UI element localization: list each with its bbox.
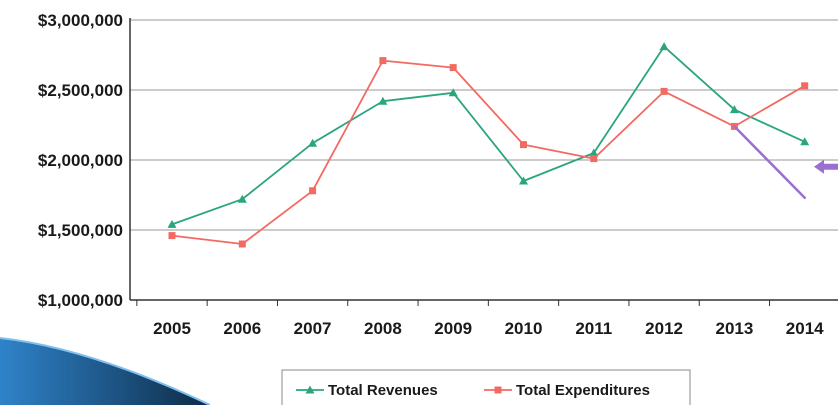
data-point	[167, 219, 177, 228]
data-point	[238, 240, 246, 248]
x-tick-label: 2009	[434, 319, 472, 338]
data-point	[378, 96, 388, 105]
arrow-icon	[814, 159, 838, 174]
swoosh-decoration	[0, 338, 210, 405]
legend-label: Total Revenues	[328, 382, 438, 399]
y-axis-tick-labels: $1,000,000 $1,500,000 $2,000,000 $2,500,000…	[38, 11, 123, 310]
projection-line	[733, 125, 806, 200]
x-tick-label: 2012	[645, 319, 683, 338]
y-tick-label: $3,000,000	[38, 11, 123, 30]
x-tick-label: 2013	[715, 319, 753, 338]
slide-decoration	[0, 337, 211, 405]
data-point	[659, 42, 669, 51]
data-point	[309, 187, 317, 195]
data-point	[519, 176, 528, 185]
data-point	[800, 137, 810, 146]
series-line	[171, 59, 806, 245]
data-point	[589, 148, 599, 157]
data-point	[379, 57, 387, 65]
legend-marker	[305, 385, 315, 394]
legend-marker	[494, 386, 502, 394]
x-tick-label: 2010	[505, 319, 543, 338]
data-point	[448, 88, 458, 97]
data-point	[449, 64, 457, 72]
data-point	[801, 82, 809, 90]
data-point	[520, 141, 527, 149]
data-point	[660, 87, 668, 95]
x-tick-label: 2005	[153, 319, 191, 338]
data-point	[729, 105, 739, 114]
y-tick-label: $1,000,000	[38, 291, 123, 310]
x-tick-label: 2006	[223, 319, 261, 338]
data-point	[168, 232, 176, 240]
x-tick-label: 2007	[294, 319, 332, 338]
series	[167, 42, 810, 248]
x-tick-label: 2014	[786, 319, 824, 338]
y-tick-label: $2,500,000	[38, 81, 123, 100]
swoosh-highlight	[0, 337, 211, 405]
projection-annotation	[733, 125, 838, 200]
y-tick-label: $1,500,000	[38, 221, 123, 240]
legend-box	[281, 369, 691, 405]
legend-label: Total Expenditures	[516, 382, 650, 399]
x-axis-tick-labels: 2005 2006 2007 2008 2009 2010 2011 2012 2013 2014	[153, 319, 824, 338]
x-tick-label: 2008	[364, 319, 402, 338]
data-point	[590, 155, 598, 163]
data-point	[237, 194, 247, 203]
series-line	[171, 45, 806, 226]
x-tick-label: 2011	[575, 319, 612, 338]
gridlines	[130, 19, 838, 231]
legend: Total Revenues Total Expenditures	[281, 369, 691, 405]
axes	[129, 18, 838, 306]
y-tick-label: $2,000,000	[38, 151, 123, 170]
data-point	[308, 138, 318, 147]
